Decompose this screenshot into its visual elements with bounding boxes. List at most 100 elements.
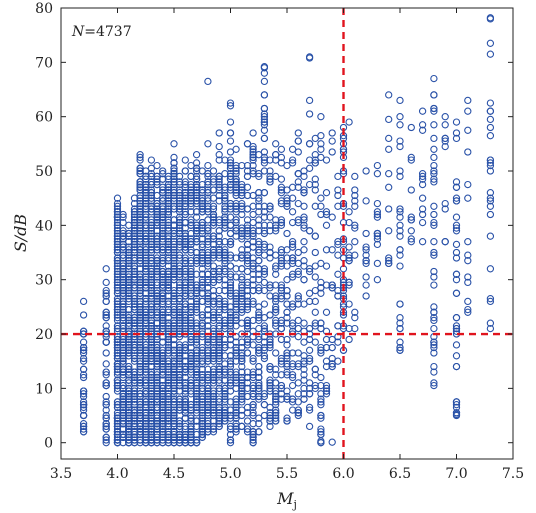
data-point	[198, 243, 206, 251]
data-point	[260, 314, 269, 322]
data-point	[452, 403, 461, 412]
data-point	[221, 395, 229, 403]
data-point	[187, 360, 195, 368]
data-point	[130, 343, 139, 352]
data-point	[221, 267, 229, 276]
data-point	[187, 305, 195, 314]
data-point	[277, 286, 286, 295]
data-point	[170, 411, 178, 420]
data-point	[147, 257, 156, 265]
data-point	[113, 341, 122, 349]
data-point	[79, 425, 88, 433]
data-point	[113, 430, 122, 439]
data-point	[198, 319, 206, 327]
data-point	[119, 324, 127, 333]
data-point	[102, 379, 110, 387]
data-point	[209, 278, 218, 287]
data-point	[164, 186, 173, 194]
data-point	[328, 148, 336, 156]
data-point	[317, 259, 325, 268]
data-point	[198, 398, 206, 406]
data-point	[430, 379, 438, 387]
data-point	[260, 213, 269, 221]
data-point	[430, 107, 438, 115]
data-point	[198, 411, 206, 420]
data-point	[130, 428, 139, 436]
data-point	[260, 270, 269, 278]
data-point	[311, 273, 319, 281]
data-point	[226, 262, 235, 270]
data-point	[204, 376, 212, 384]
data-point	[243, 303, 252, 311]
y-tick-label: 30	[35, 273, 53, 289]
data-point	[147, 436, 156, 444]
data-point	[317, 437, 325, 445]
data-point	[243, 205, 252, 213]
data-point	[215, 151, 223, 159]
data-point	[198, 376, 206, 384]
data-point	[79, 373, 88, 382]
data-point	[113, 213, 122, 221]
data-point	[204, 189, 212, 197]
data-point	[164, 180, 173, 189]
x-axis-label-main: M	[276, 489, 294, 508]
data-point	[226, 161, 235, 170]
data-point	[486, 107, 495, 115]
data-point	[226, 99, 235, 107]
data-point	[187, 161, 195, 170]
data-point	[226, 316, 235, 325]
data-point	[198, 208, 206, 216]
data-point	[102, 398, 110, 406]
data-point	[159, 229, 167, 238]
data-point	[113, 199, 122, 208]
data-point	[249, 232, 257, 240]
data-point	[170, 322, 178, 330]
data-point	[187, 194, 195, 202]
data-point	[113, 362, 122, 371]
data-point	[113, 303, 122, 311]
data-point	[486, 265, 495, 273]
data-point	[255, 349, 263, 357]
data-point	[164, 439, 173, 447]
data-point	[373, 161, 382, 170]
data-point	[142, 430, 150, 439]
data-point	[351, 202, 359, 210]
data-point	[170, 240, 178, 249]
data-point	[238, 354, 246, 363]
data-point	[198, 392, 206, 401]
data-point	[102, 360, 110, 368]
data-point	[170, 316, 178, 325]
data-point	[187, 240, 195, 249]
data-point	[266, 248, 274, 257]
data-point	[136, 156, 144, 164]
data-point	[170, 140, 178, 148]
data-point	[243, 341, 252, 349]
data-point	[255, 368, 263, 376]
data-point	[294, 259, 302, 268]
data-point	[204, 401, 212, 409]
data-point	[130, 295, 139, 303]
data-point	[294, 218, 302, 227]
data-point	[249, 145, 257, 153]
data-point	[187, 324, 195, 333]
data-point	[486, 167, 495, 175]
data-point	[232, 322, 240, 330]
data-point	[113, 428, 122, 436]
data-point	[113, 221, 122, 229]
data-point	[283, 349, 291, 357]
data-point	[113, 202, 122, 210]
data-point	[164, 409, 173, 417]
data-point	[255, 194, 263, 202]
data-point	[142, 314, 150, 322]
data-point	[192, 341, 201, 349]
data-point	[119, 354, 127, 363]
data-point	[192, 159, 201, 167]
data-point	[362, 167, 370, 175]
data-point	[260, 189, 269, 197]
data-point	[243, 246, 252, 254]
y-tick-label: 10	[35, 381, 53, 397]
data-point	[452, 276, 461, 284]
data-point	[159, 354, 167, 363]
data-point	[351, 251, 359, 259]
data-point	[373, 259, 382, 268]
